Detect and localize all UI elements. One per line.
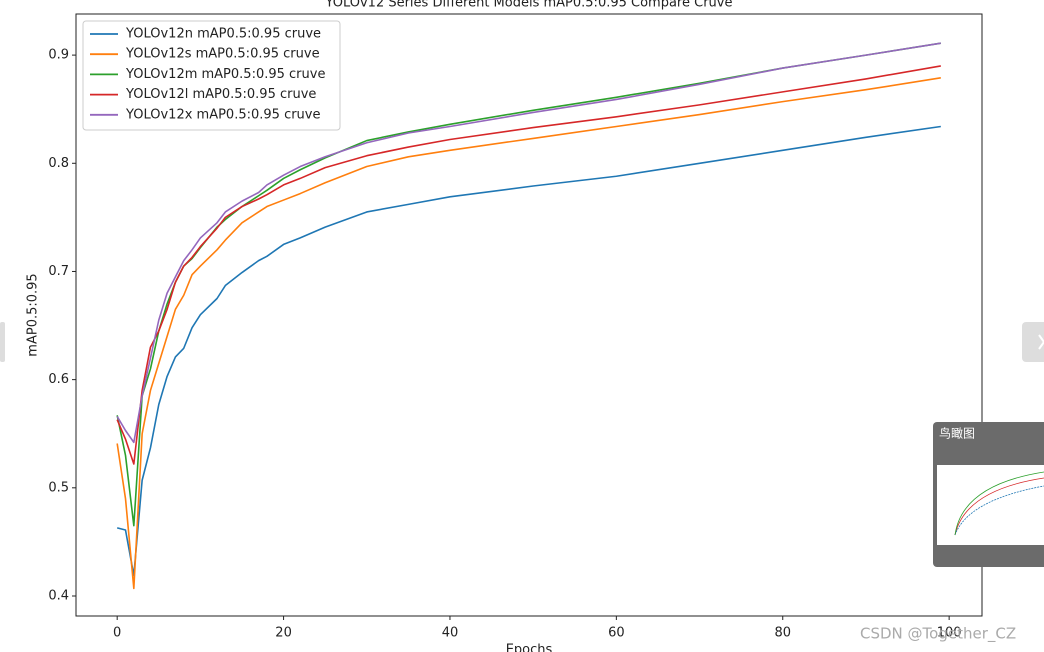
- minimap[interactable]: 鸟瞰图: [933, 422, 1044, 567]
- y-tick-label: 0.6: [48, 372, 69, 387]
- x-tick-label: 60: [608, 626, 625, 641]
- y-tick-label: 0.5: [48, 480, 69, 495]
- minimap-title: 鸟瞰图: [939, 426, 975, 441]
- minimap-thumbnail: [937, 465, 1044, 545]
- x-tick-label: 40: [442, 626, 459, 641]
- legend-label: YOLOv12n mAP0.5:0.95 cruve: [125, 27, 321, 42]
- minimap-line: [954, 485, 1044, 536]
- series-line: [116, 125, 941, 577]
- series-line: [116, 77, 941, 590]
- y-tick-label: 0.4: [48, 588, 69, 603]
- x-tick-label: 100: [937, 626, 962, 641]
- y-tick-label: 0.7: [48, 264, 69, 279]
- next-icon: [1038, 334, 1044, 350]
- chart-title: YOLOv12 Series Different Models mAP0.5:0…: [325, 0, 733, 11]
- x-tick-label: 20: [275, 626, 292, 641]
- prev-button[interactable]: [0, 322, 5, 362]
- legend-box: [82, 20, 341, 131]
- legend-label: YOLOv12x mAP0.5:0.95 cruve: [125, 107, 321, 122]
- legend: YOLOv12n mAP0.5:0.95 cruve YOLOv12s mAP0.…: [82, 20, 341, 131]
- y-tick-label: 0.8: [48, 156, 69, 171]
- legend-label: YOLOv12s mAP0.5:0.95 cruve: [125, 47, 320, 62]
- legend-label: YOLOv12l mAP0.5:0.95 cruve: [125, 87, 316, 102]
- series-line: [116, 42, 941, 527]
- x-tick-label: 0: [113, 626, 121, 641]
- series-line: [116, 42, 941, 444]
- legend-label: YOLOv12m mAP0.5:0.95 cruve: [125, 67, 325, 82]
- y-tick-label: 0.9: [48, 48, 69, 63]
- minimap-line: [954, 477, 1044, 536]
- x-axis-label: Epochs: [506, 643, 553, 652]
- x-tick-label: 80: [774, 626, 791, 641]
- minimap-line: [954, 471, 1044, 536]
- watermark: CSDN @Together_CZ: [860, 625, 1016, 644]
- next-button[interactable]: [1022, 322, 1044, 362]
- y-axis-label: mAP0.5:0.95: [26, 273, 41, 356]
- plot-frame: [75, 13, 983, 617]
